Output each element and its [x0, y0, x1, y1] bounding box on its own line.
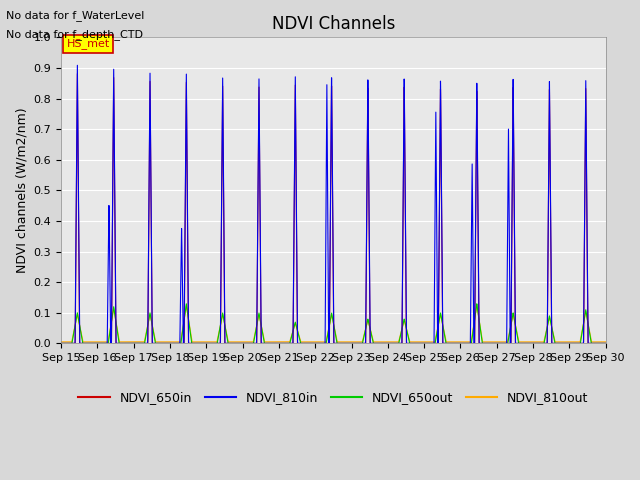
NDVI_810in: [374, 340, 382, 346]
Text: HS_met: HS_met: [67, 38, 109, 49]
NDVI_810in: [389, 340, 397, 346]
Line: NDVI_810out: NDVI_810out: [61, 306, 605, 342]
NDVI_810out: [602, 339, 609, 345]
Line: NDVI_650in: NDVI_650in: [61, 73, 605, 343]
Text: No data for f_WaterLevel: No data for f_WaterLevel: [6, 10, 145, 21]
NDVI_810out: [389, 339, 397, 345]
NDVI_650out: [473, 302, 481, 308]
NDVI_810out: [374, 339, 382, 345]
NDVI_650in: [267, 340, 275, 346]
NDVI_650in: [473, 115, 481, 120]
NDVI_650out: [602, 340, 609, 346]
NDVI_810out: [314, 339, 321, 345]
NDVI_650in: [389, 340, 397, 346]
NDVI_650in: [314, 340, 321, 346]
Y-axis label: NDVI channels (W/m2/nm): NDVI channels (W/m2/nm): [15, 108, 28, 273]
NDVI_650out: [374, 340, 382, 346]
NDVI_650in: [57, 340, 65, 346]
NDVI_650in: [374, 340, 382, 346]
Title: NDVI Channels: NDVI Channels: [272, 15, 395, 33]
Line: NDVI_650out: NDVI_650out: [61, 304, 605, 343]
NDVI_810in: [267, 340, 275, 346]
Legend: NDVI_650in, NDVI_810in, NDVI_650out, NDVI_810out: NDVI_650in, NDVI_810in, NDVI_650out, NDV…: [74, 386, 593, 409]
NDVI_650out: [389, 340, 397, 346]
NDVI_650in: [602, 340, 609, 346]
NDVI_810in: [314, 340, 321, 346]
NDVI_650out: [76, 324, 84, 330]
NDVI_650out: [182, 301, 190, 307]
NDVI_810out: [57, 339, 65, 345]
NDVI_810out: [473, 304, 481, 310]
NDVI_810in: [74, 62, 81, 68]
NDVI_810in: [57, 340, 65, 346]
NDVI_650in: [76, 340, 84, 346]
NDVI_810out: [76, 324, 84, 330]
NDVI_810in: [473, 107, 481, 112]
NDVI_650out: [57, 340, 65, 346]
NDVI_650in: [74, 71, 81, 76]
NDVI_810in: [602, 340, 609, 346]
Line: NDVI_810in: NDVI_810in: [61, 65, 605, 343]
NDVI_650out: [314, 340, 321, 346]
NDVI_810in: [76, 340, 84, 346]
Text: No data for f_depth_CTD: No data for f_depth_CTD: [6, 29, 143, 40]
NDVI_810out: [267, 339, 275, 345]
NDVI_810out: [182, 303, 190, 309]
NDVI_650out: [267, 340, 275, 346]
